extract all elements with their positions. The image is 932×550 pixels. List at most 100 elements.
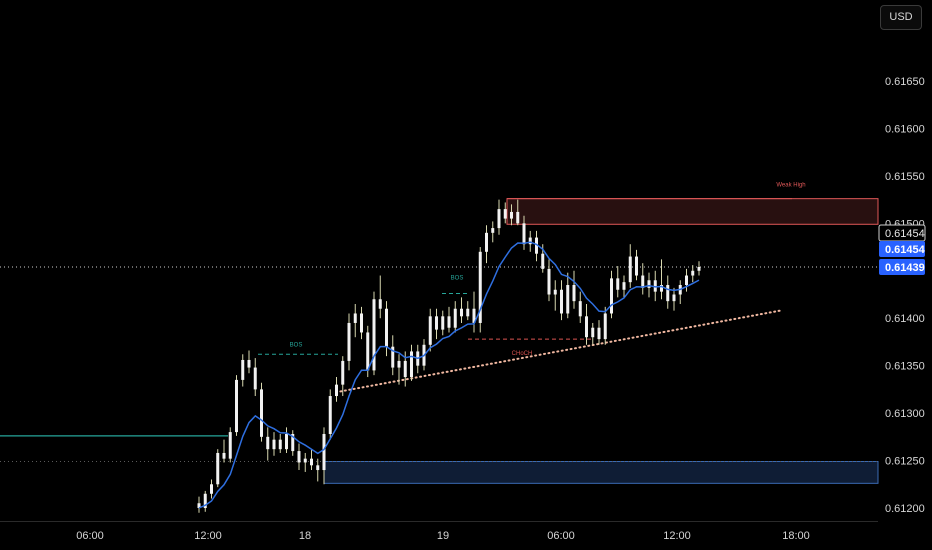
candle — [335, 377, 338, 402]
candle-body — [485, 232, 488, 252]
candle-body — [628, 256, 632, 283]
candle-body — [210, 484, 213, 494]
candle-body — [635, 256, 638, 276]
y-tick-label: 0.61350 — [885, 361, 925, 373]
candle-body — [291, 433, 295, 452]
candle — [410, 344, 413, 381]
candles-layer — [197, 199, 701, 513]
candle-body — [428, 316, 432, 345]
candle-body — [541, 253, 545, 269]
candle-body — [397, 360, 401, 368]
candle — [691, 265, 695, 283]
trendline-dotted — [335, 309, 781, 394]
candle — [203, 490, 207, 512]
candle — [366, 325, 370, 378]
candle — [397, 354, 401, 385]
candle — [503, 202, 507, 224]
candle — [353, 303, 357, 338]
candle-body — [372, 299, 376, 371]
candle-body — [697, 266, 701, 271]
candle-body — [672, 294, 676, 302]
y-tick-label: 0.61300 — [885, 408, 925, 420]
candle-body — [278, 439, 282, 450]
weak-high-label: Weak High — [776, 183, 805, 189]
candle — [635, 249, 638, 281]
candle — [316, 458, 320, 482]
candle-body — [547, 268, 551, 295]
candle-body — [553, 289, 557, 295]
x-tick-label: 18 — [299, 530, 311, 542]
y-tick-label: 0.61250 — [885, 456, 925, 468]
candle-body — [235, 379, 238, 433]
supply-zone — [506, 198, 879, 225]
candle-body — [216, 452, 220, 485]
candle — [597, 320, 601, 345]
candle-body — [441, 316, 445, 330]
choch-label: CHoCH — [512, 351, 533, 357]
candle — [672, 287, 676, 311]
candle-body — [303, 458, 307, 463]
candle-body — [228, 432, 232, 459]
candle — [585, 303, 588, 345]
candle-body — [560, 289, 563, 314]
candle-body — [403, 360, 407, 378]
ema-line — [198, 241, 700, 509]
lines-layer — [0, 266, 878, 463]
candle-body — [241, 359, 245, 380]
y-tick-label: 0.61600 — [885, 123, 925, 135]
candle — [285, 427, 288, 453]
candle-body — [647, 280, 651, 288]
candle — [641, 263, 645, 295]
candle — [435, 308, 438, 340]
candle-body — [316, 465, 320, 471]
candle-body — [410, 351, 413, 378]
candle — [697, 261, 701, 276]
candle — [253, 358, 257, 397]
candle-body — [510, 211, 513, 219]
candle — [485, 225, 488, 264]
price-badges: 0.61454 0.61454 0.61439 — [878, 224, 926, 275]
candle-body — [572, 285, 576, 302]
candle — [535, 230, 538, 262]
candle — [378, 275, 382, 319]
candle — [228, 427, 232, 463]
candle — [685, 268, 688, 292]
candle — [222, 439, 226, 463]
candle — [653, 270, 657, 302]
ema-layer — [198, 241, 700, 509]
candle-body — [522, 223, 526, 245]
x-tick-label: 12:00 — [663, 530, 691, 542]
candle — [303, 452, 307, 472]
currency-button[interactable]: USD — [880, 5, 922, 30]
candle-body — [653, 280, 657, 292]
candle — [278, 433, 282, 453]
candle — [266, 427, 270, 461]
candle — [622, 275, 626, 298]
candle-body — [253, 367, 257, 390]
candle — [616, 266, 620, 298]
candle — [578, 291, 582, 323]
candle-body — [366, 332, 370, 371]
candle — [428, 308, 432, 352]
candle-body — [491, 228, 495, 233]
candle — [216, 449, 220, 488]
candle — [341, 356, 345, 397]
candle-body — [660, 285, 663, 292]
annotations-layer: BOS BOS CHoCH Weak High — [290, 183, 806, 357]
candle-body — [622, 282, 626, 290]
candle-body — [453, 308, 457, 328]
y-tick-label: 0.61550 — [885, 171, 925, 183]
candle-body — [347, 322, 351, 361]
candle — [291, 430, 295, 456]
candle-body — [247, 359, 251, 368]
x-tick-label: 06:00 — [547, 530, 575, 542]
time-axis[interactable]: 06:00 12:00 18 19 06:00 12:00 18:00 — [0, 521, 878, 543]
candle — [553, 280, 557, 311]
candle — [197, 496, 201, 513]
candle-body — [385, 308, 388, 347]
price-badge-text: 0.61439 — [885, 262, 925, 274]
candle-body — [516, 211, 520, 224]
candle-body — [460, 308, 463, 317]
candle — [322, 427, 326, 485]
